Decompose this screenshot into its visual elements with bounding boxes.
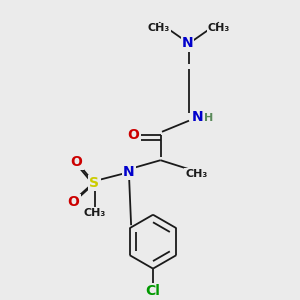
Text: CH₃: CH₃: [83, 208, 106, 218]
Text: CH₃: CH₃: [208, 23, 230, 33]
Text: CH₃: CH₃: [148, 23, 170, 33]
Text: H: H: [204, 113, 213, 123]
Text: O: O: [70, 155, 83, 169]
Text: S: S: [89, 176, 100, 190]
Text: N: N: [192, 110, 203, 124]
Text: O: O: [68, 195, 80, 209]
Text: Cl: Cl: [146, 284, 160, 298]
Text: CH₃: CH₃: [185, 169, 208, 179]
Text: N: N: [182, 36, 193, 50]
Text: O: O: [128, 128, 140, 142]
Text: N: N: [123, 165, 135, 179]
